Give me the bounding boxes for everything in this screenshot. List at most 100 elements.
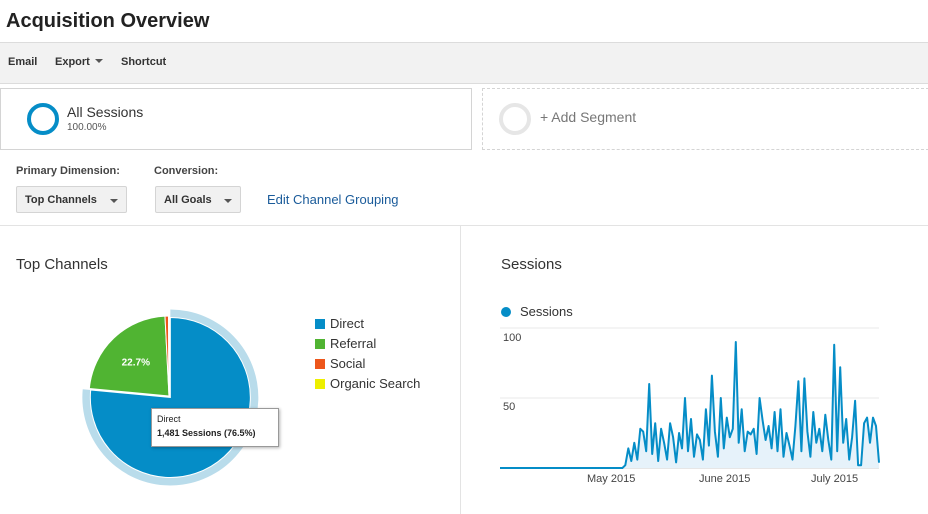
sessions-data-point[interactable] (696, 433, 698, 435)
sessions-data-point[interactable] (618, 467, 620, 469)
sessions-data-point[interactable] (612, 467, 615, 469)
sessions-data-point[interactable] (532, 467, 534, 469)
sessions-data-point[interactable] (693, 456, 695, 458)
sessions-data-point[interactable] (565, 467, 567, 469)
sessions-data-point[interactable] (708, 445, 710, 447)
sessions-data-point[interactable] (860, 464, 862, 466)
shortcut-button[interactable]: Shortcut (121, 56, 167, 68)
sessions-data-point[interactable] (678, 432, 680, 434)
sessions-data-point[interactable] (657, 460, 659, 462)
sessions-data-point[interactable] (842, 442, 844, 444)
sessions-data-point[interactable] (687, 450, 689, 452)
sessions-data-point[interactable] (633, 442, 635, 444)
sessions-data-point[interactable] (550, 467, 552, 469)
sessions-data-point[interactable] (579, 467, 582, 469)
sessions-data-point[interactable] (866, 417, 868, 419)
sessions-data-point[interactable] (609, 467, 612, 469)
sessions-data-point[interactable] (624, 464, 626, 466)
sessions-data-point[interactable] (839, 366, 841, 368)
sessions-data-point[interactable] (526, 467, 528, 469)
sessions-data-point[interactable] (621, 467, 623, 469)
sessions-data-point[interactable] (767, 425, 770, 427)
sessions-data-point[interactable] (684, 397, 686, 399)
sessions-data-point[interactable] (815, 442, 817, 444)
sessions-data-point[interactable] (576, 467, 579, 469)
sessions-data-point[interactable] (538, 467, 540, 469)
sessions-data-point[interactable] (535, 467, 537, 469)
sessions-data-point[interactable] (851, 436, 853, 438)
add-segment-box[interactable]: + Add Segment (482, 88, 928, 150)
sessions-data-point[interactable] (699, 439, 701, 441)
sessions-data-point[interactable] (827, 439, 829, 441)
sessions-data-point[interactable] (788, 445, 791, 447)
sessions-data-point[interactable] (568, 467, 570, 469)
sessions-data-point[interactable] (690, 418, 692, 420)
sessions-data-point[interactable] (663, 442, 665, 444)
sessions-data-point[interactable] (588, 467, 591, 469)
sessions-data-point[interactable] (863, 422, 865, 424)
sessions-data-point[interactable] (857, 464, 859, 466)
sessions-data-point[interactable] (776, 450, 779, 452)
sessions-data-point[interactable] (675, 461, 677, 463)
sessions-data-point[interactable] (615, 467, 617, 469)
sessions-data-point[interactable] (603, 467, 606, 469)
sessions-data-point[interactable] (705, 408, 707, 410)
sessions-data-point[interactable] (803, 377, 805, 379)
export-button[interactable]: Export (55, 56, 103, 68)
sessions-data-point[interactable] (779, 408, 782, 410)
sessions-data-point[interactable] (627, 447, 629, 449)
sessions-data-point[interactable] (759, 397, 761, 399)
sessions-data-point[interactable] (714, 431, 716, 433)
sessions-data-point[interactable] (582, 467, 585, 469)
sessions-data-point[interactable] (809, 456, 811, 458)
sessions-data-point[interactable] (726, 417, 728, 419)
sessions-data-point[interactable] (794, 425, 797, 427)
sessions-data-point[interactable] (500, 467, 501, 469)
sessions-data-point[interactable] (571, 467, 573, 469)
sessions-data-point[interactable] (544, 467, 546, 469)
sessions-data-point[interactable] (502, 467, 504, 469)
sessions-data-point[interactable] (630, 460, 632, 462)
sessions-data-point[interactable] (753, 428, 755, 430)
sessions-data-point[interactable] (511, 467, 513, 469)
sessions-data-point[interactable] (791, 459, 794, 461)
conversion-dropdown[interactable]: All Goals (155, 186, 241, 213)
sessions-data-point[interactable] (717, 456, 719, 458)
sessions-data-point[interactable] (556, 467, 558, 469)
sessions-data-point[interactable] (508, 467, 510, 469)
sessions-data-point[interactable] (642, 431, 644, 433)
sessions-data-point[interactable] (872, 417, 874, 419)
sessions-data-point[interactable] (547, 467, 549, 469)
sessions-data-point[interactable] (660, 428, 662, 430)
sessions-data-point[interactable] (597, 467, 600, 469)
sessions-data-point[interactable] (744, 450, 746, 452)
sessions-data-point[interactable] (523, 467, 525, 469)
sessions-data-point[interactable] (591, 467, 594, 469)
email-button[interactable]: Email (8, 56, 38, 68)
sessions-data-point[interactable] (594, 467, 597, 469)
sessions-data-point[interactable] (514, 467, 516, 469)
sessions-data-point[interactable] (654, 422, 656, 424)
sessions-data-point[interactable] (875, 425, 877, 427)
sessions-data-point[interactable] (764, 439, 767, 441)
sessions-data-point[interactable] (735, 341, 737, 343)
sessions-data-point[interactable] (762, 419, 764, 421)
sessions-data-point[interactable] (878, 461, 880, 463)
sessions-data-point[interactable] (848, 459, 850, 461)
sessions-data-point[interactable] (818, 428, 820, 430)
sessions-data-point[interactable] (824, 414, 826, 416)
sessions-data-point[interactable] (723, 447, 725, 449)
sessions-data-point[interactable] (574, 467, 576, 469)
sessions-data-point[interactable] (639, 428, 641, 430)
sessions-data-point[interactable] (585, 467, 588, 469)
sessions-data-point[interactable] (520, 467, 522, 469)
sessions-data-point[interactable] (529, 467, 531, 469)
sessions-data-point[interactable] (711, 375, 713, 377)
sessions-data-point[interactable] (747, 431, 749, 433)
add-segment-button[interactable]: + Add Segment (540, 109, 637, 125)
sessions-data-point[interactable] (869, 442, 871, 444)
sessions-data-point[interactable] (854, 400, 856, 402)
sessions-data-point[interactable] (651, 453, 653, 455)
sessions-data-point[interactable] (732, 428, 734, 430)
sessions-data-point[interactable] (800, 450, 803, 452)
